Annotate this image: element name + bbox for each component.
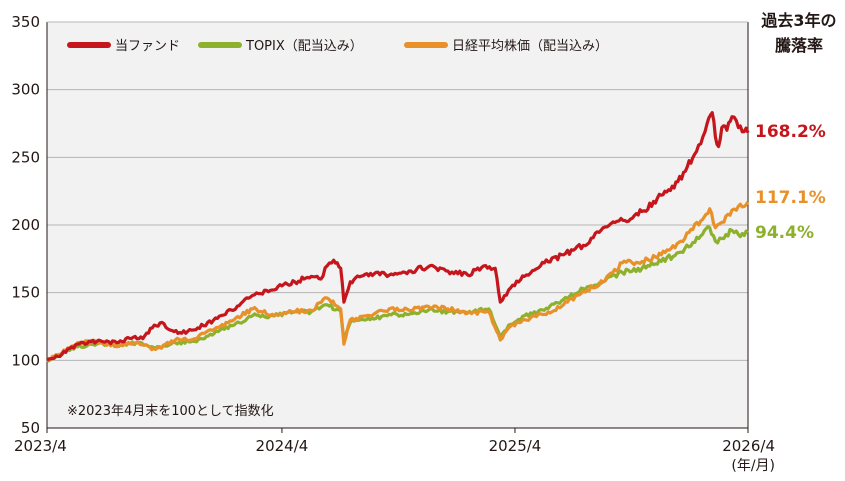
title-line: 過去3年の <box>760 11 836 30</box>
end-value-label: 94.4% <box>755 223 814 243</box>
end-value-label: 117.1% <box>755 188 826 208</box>
series-line <box>46 201 750 362</box>
x-unit-label: (年/月) <box>731 458 775 474</box>
y-tick-label: 250 <box>11 148 40 166</box>
y-tick-label: 150 <box>11 284 40 302</box>
y-tick-label: 100 <box>11 351 40 369</box>
y-tick-label: 300 <box>11 81 40 99</box>
index-note: ※2023年4月末を100として指数化 <box>67 404 274 419</box>
x-tick-label: 2026/4 <box>722 437 775 455</box>
y-tick-label: 200 <box>11 216 40 234</box>
x-tick-label: 2024/4 <box>256 437 309 455</box>
y-tick-label: 350 <box>11 13 40 31</box>
title-line: 騰落率 <box>775 36 823 55</box>
x-tick-label: 2025/4 <box>489 437 542 455</box>
end-labels: 168.2% 94.4% 117.1% <box>755 122 826 243</box>
x-tick-label: 2023/4 <box>14 437 67 455</box>
y-tick-label: 50 <box>21 419 40 437</box>
legend: 当ファンド TOPIX（配当込み） 日経平均株価（配当込み） <box>67 39 608 54</box>
series-lines <box>46 111 750 363</box>
legend-label: TOPIX（配当込み） <box>245 39 363 54</box>
x-axis: 2023/4 2024/4 2025/4 2026/4 <box>14 428 775 455</box>
grid <box>47 89 748 361</box>
legend-label: 日経平均株価（配当込み） <box>452 39 608 54</box>
y-axis: 50 100 150 200 250 300 350 <box>11 13 749 437</box>
legend-label: 当ファンド <box>115 39 180 54</box>
end-value-label: 168.2% <box>755 122 826 142</box>
series-line <box>46 111 750 362</box>
